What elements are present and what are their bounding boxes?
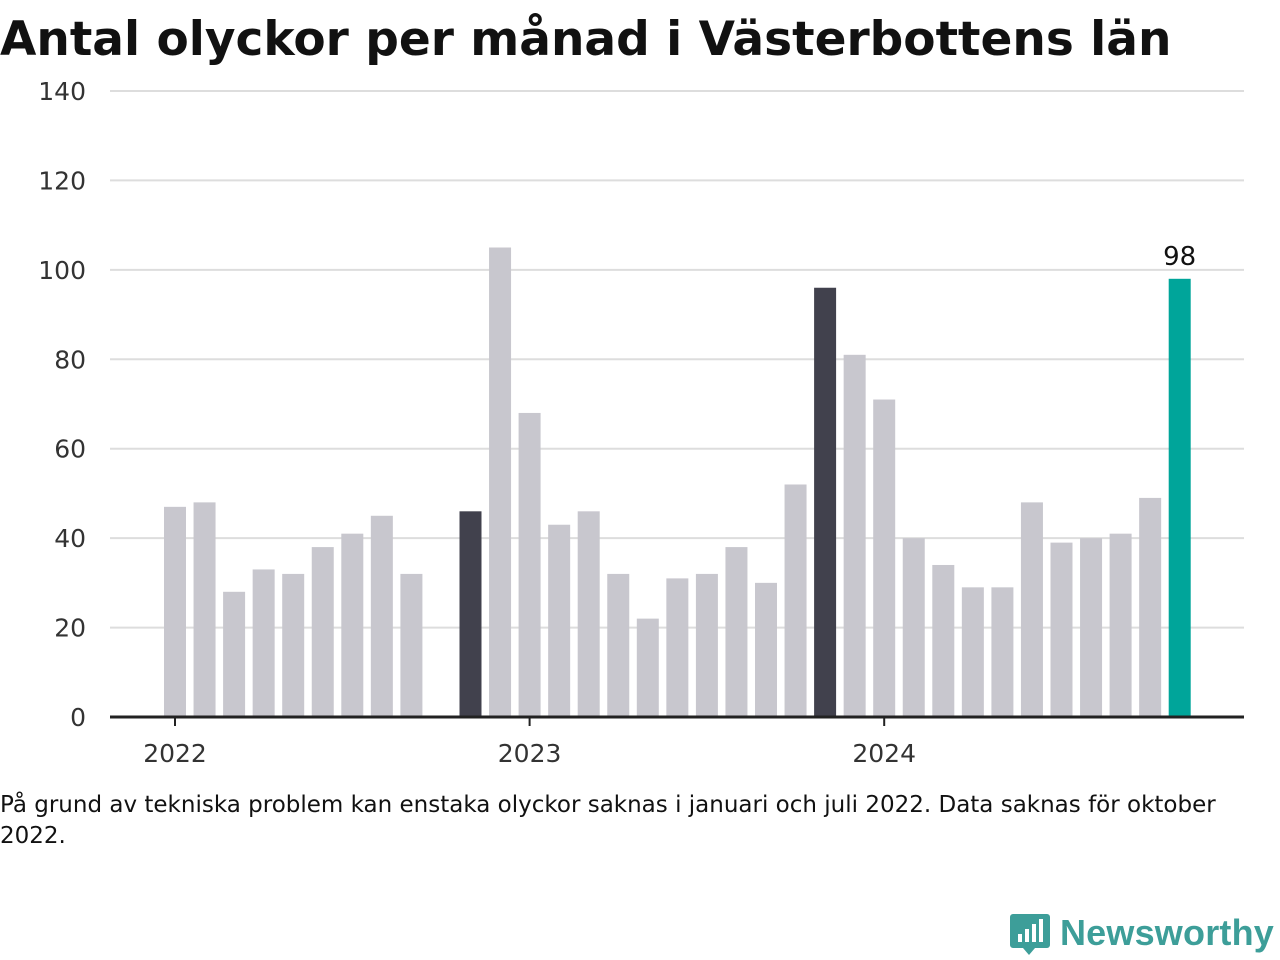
- bar-chart: 0 20 40 60 80 100 120 140 98 2022 2023 2024: [38, 77, 1244, 768]
- bar-2024-04: [961, 587, 984, 717]
- data-labels: 98: [1163, 242, 1196, 272]
- x-tick-label: 2023: [498, 739, 562, 768]
- bar-2022-06: [311, 547, 334, 717]
- x-tick-label: 2024: [852, 739, 916, 768]
- bar-2024-03: [932, 564, 955, 717]
- bar-2023-08: [725, 547, 748, 717]
- data-label-2024-11: 98: [1163, 242, 1196, 272]
- bar-2023-07: [695, 573, 718, 717]
- bar-2024-06: [1020, 502, 1043, 717]
- bar-2024-09: [1109, 533, 1132, 717]
- bar-2022-01: [164, 506, 186, 717]
- x-tick-label: 2022: [143, 739, 207, 768]
- y-tick-label: 80: [54, 345, 86, 374]
- chart-title: Antal olyckor per månad i Västerbottens …: [0, 12, 1172, 67]
- bar-2023-10: [784, 484, 807, 717]
- y-tick-label: 40: [54, 524, 86, 553]
- brand-name: Newsworthy: [1059, 912, 1274, 953]
- grid-lines: [110, 90, 1244, 629]
- bar-chart-speech-bubble-icon: [1009, 914, 1050, 955]
- bar-2024-07: [1050, 542, 1073, 717]
- bar-2023-09: [755, 582, 777, 717]
- x-axis-ticks: 2022 2023 2024: [143, 717, 916, 768]
- bar-2024-11: [1168, 278, 1191, 717]
- bar-2024-10: [1139, 497, 1162, 717]
- bar-2022-04: [252, 569, 275, 717]
- bar-2023-01: [518, 412, 541, 717]
- y-tick-label: 0: [70, 703, 86, 732]
- bar-2022-09: [400, 573, 423, 717]
- bar-2023-03: [577, 511, 600, 717]
- bar-2023-04: [607, 573, 630, 717]
- bar-2024-02: [902, 538, 925, 717]
- y-tick-label: 20: [54, 614, 86, 643]
- bar-2024-08: [1080, 538, 1103, 717]
- y-tick-label: 100: [38, 256, 86, 285]
- y-tick-label: 120: [38, 166, 86, 195]
- bar-2022-05: [282, 573, 305, 717]
- bar-2022-12: [489, 247, 512, 717]
- bar-2022-07: [341, 533, 364, 717]
- bar-2023-06: [666, 578, 689, 717]
- bar-2023-12: [843, 354, 866, 717]
- y-tick-label: 60: [54, 435, 86, 464]
- footnote: På grund av tekniska problem kan enstaka…: [0, 792, 1216, 849]
- bar-2023-02: [548, 524, 571, 717]
- brand-logo: Newsworthy: [1009, 908, 1274, 958]
- bar-2022-03: [223, 591, 246, 717]
- bars: [164, 247, 1191, 717]
- bar-2024-05: [991, 587, 1014, 717]
- y-axis-ticks: 0 20 40 60 80 100 120 140: [38, 77, 86, 732]
- bar-2023-11: [814, 287, 837, 717]
- bar-2022-11: [459, 511, 482, 717]
- y-tick-label: 140: [38, 77, 86, 106]
- bar-2024-01: [873, 399, 896, 717]
- bar-2022-02: [193, 502, 216, 717]
- bar-2022-08: [370, 515, 393, 717]
- bar-2023-05: [636, 618, 659, 717]
